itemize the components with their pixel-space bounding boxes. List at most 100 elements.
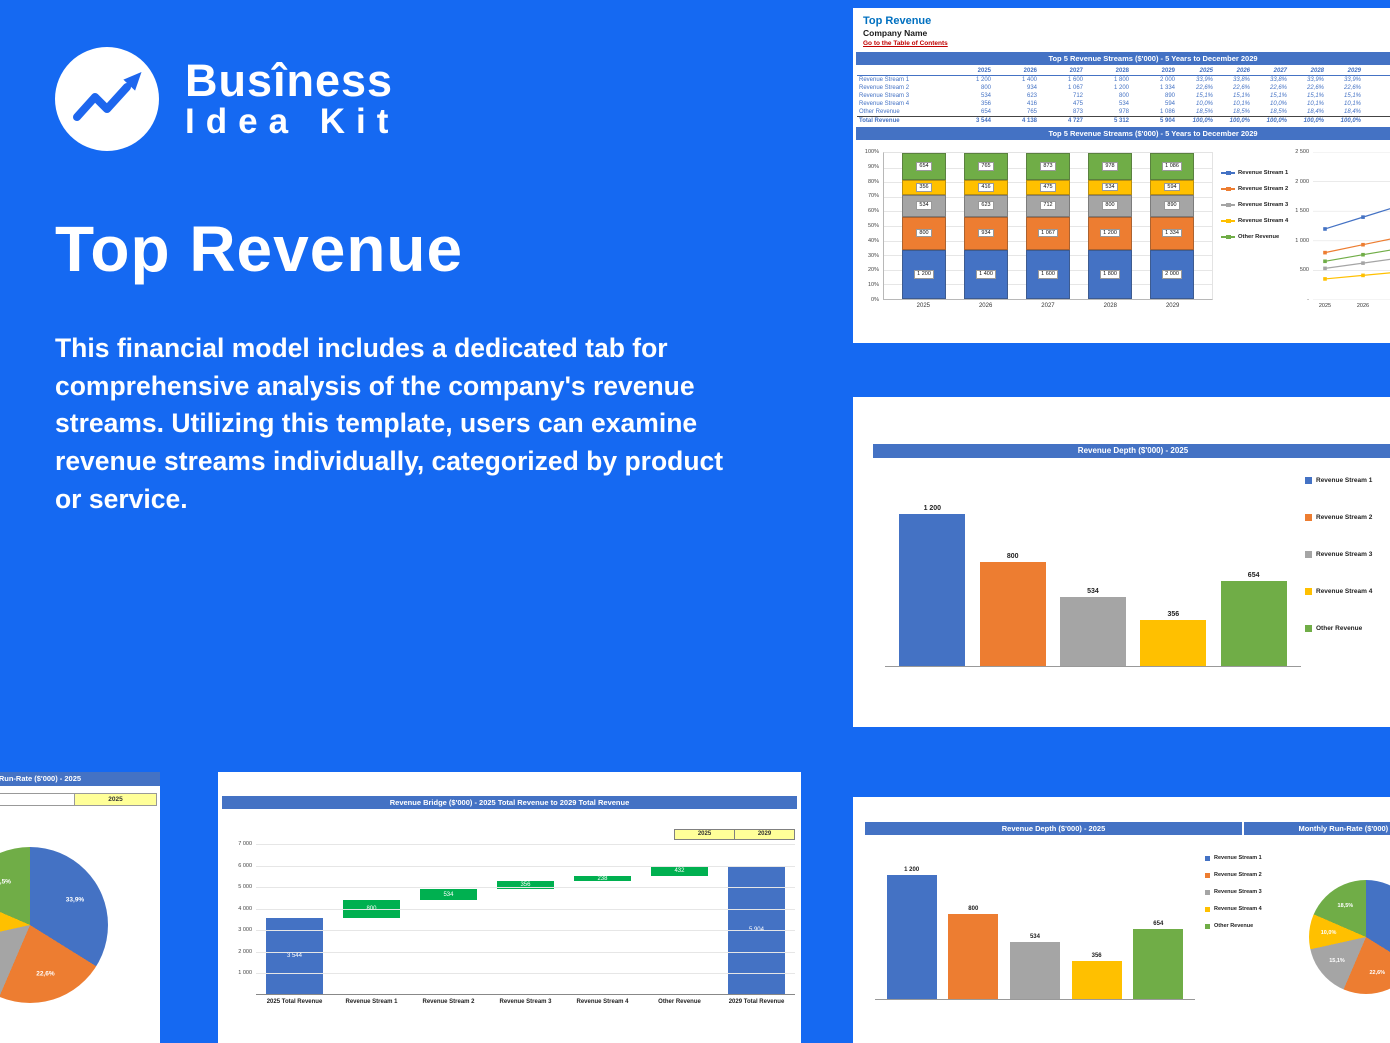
segment-value-label: 1 067	[1038, 228, 1058, 238]
depth2-bar-chart: 1 200 800 534 356 654	[875, 867, 1195, 1000]
bar-segment: 416	[964, 180, 1008, 195]
table-cell: 475	[1072, 101, 1083, 107]
stacked-chart-y-axis: 100% 90% 80% 70% 60% 50% 40% 30% 20% 10% 0%	[855, 149, 879, 303]
table-of-contents-link[interactable]: Go to the Table of Contents	[863, 40, 948, 47]
legend-marker-square	[1226, 170, 1231, 176]
legend-item: Revenue Stream 4	[1305, 588, 1372, 595]
y-tick-label: -	[1307, 297, 1309, 303]
legend-label: Revenue Stream 3	[1238, 202, 1289, 208]
y-tick-label: 4 000	[238, 905, 252, 912]
grid-line	[256, 973, 795, 975]
y-tick-label: 1 500	[1295, 208, 1309, 215]
bar	[899, 514, 966, 666]
y-tick-label: 20%	[867, 267, 879, 274]
panel-revenue-sheet: Top Revenue Company Name Go to the Table…	[853, 8, 1390, 343]
bridge-year-from[interactable]: 2025	[674, 829, 735, 840]
table-cell: 4 138	[1021, 117, 1037, 124]
bar-segment: 1 600	[1026, 249, 1070, 299]
table-cell: 18,4%	[1343, 109, 1361, 115]
depth-chart-legend: Revenue Stream 1 Revenue Stream 2 Revenue …	[1305, 477, 1372, 632]
waterfall-value-label: 356	[520, 881, 531, 888]
table-cell: 10,0%	[1195, 101, 1213, 107]
bar-segment: 934	[964, 216, 1008, 250]
legend-marker	[1221, 202, 1235, 208]
table-cell: 100,0%	[1192, 117, 1213, 124]
segment-value-label: 800	[1102, 201, 1118, 210]
bar-segment: 800	[1088, 194, 1132, 217]
bridge-waterfall-chart: 3 5448005343562384325 904	[256, 844, 795, 995]
pie-slice-label: 18,5%	[0, 878, 11, 886]
brand-logo: Busîness Idea Kit	[55, 47, 399, 151]
table-cell: 654	[980, 109, 991, 115]
legend-marker-square	[1305, 551, 1312, 558]
waterfall-bar: 3 544	[266, 917, 323, 994]
legend-marker-square	[1226, 218, 1231, 224]
stacked-bars: 1 200 800 534 356 654 1 400 934 623 416 765 1 600 1…	[884, 153, 1212, 299]
company-name: Company Name	[863, 28, 928, 38]
table-cell: 534	[980, 93, 991, 99]
y-tick-label: 2 000	[1295, 178, 1309, 185]
bridge-year-to[interactable]: 2029	[734, 829, 795, 840]
runrate2-pie-chart: 33,9%22,6%15,1%10,0%18,5%	[1309, 880, 1390, 994]
panel-revenue-bridge: Revenue Bridge ($'000) - 2025 Total Reve…	[218, 772, 801, 1043]
table-cell: 22,6%	[1269, 85, 1287, 91]
legend-marker-square	[1226, 186, 1231, 192]
x-tick-label: 2027	[1041, 303, 1055, 309]
line-series	[1324, 258, 1390, 269]
legend-label: Revenue Stream 2	[1214, 872, 1262, 878]
x-tick-label: Revenue Stream 3	[499, 999, 552, 1005]
bar	[979, 562, 1046, 666]
table-cell: 18,5%	[1232, 109, 1250, 115]
table-cell: 10,1%	[1343, 101, 1361, 107]
y-tick-label: 100%	[864, 149, 879, 155]
legend-label: Other Revenue	[1214, 923, 1254, 929]
legend-marker	[1221, 186, 1235, 192]
table-cell: 10,1%	[1306, 101, 1324, 107]
table-cell: 4 727	[1067, 117, 1083, 124]
x-tick-label: Revenue Stream 4	[576, 999, 629, 1005]
waterfall-bar: 238	[574, 876, 631, 882]
table-year-header: 2028	[1115, 68, 1129, 74]
segment-value-label: 1 200	[914, 270, 934, 279]
depth2-chart-legend: Revenue Stream 1 Revenue Stream 2 Revenue …	[1205, 855, 1262, 929]
segment-value-label: 800	[916, 228, 932, 238]
bar	[1220, 581, 1287, 666]
table-cell: 1 086	[1159, 109, 1175, 115]
table-cell: 18,4%	[1306, 109, 1324, 115]
x-tick-label: Revenue Stream 2	[422, 999, 475, 1005]
table-year-header: 2026	[1023, 68, 1037, 74]
bar-segment: 356	[902, 179, 946, 195]
bar-segment: 978	[1088, 153, 1132, 180]
bar-segment: 800	[902, 216, 946, 250]
table-cell: 1 600	[1067, 77, 1083, 83]
x-tick-label: 2025	[1318, 303, 1332, 309]
year-selector-value[interactable]: 2025	[74, 794, 156, 805]
table-row: Revenue Stream 1 1 200 1 400 1 600 1 800 2 00…	[857, 76, 1390, 84]
bar-group: 800	[979, 505, 1046, 666]
bridge-y-axis: 7 000 6 000 5 000 4 000 3 000 2 000 1 000	[224, 841, 252, 995]
bar-value-label: 534	[1087, 587, 1099, 595]
bridge-x-axis: 2025 Total Revenue Revenue Stream 1 Revenu…	[256, 999, 795, 1006]
bar	[1133, 929, 1184, 999]
legend-marker-square	[1205, 855, 1210, 861]
table-year-header-pct: 2028	[1310, 68, 1324, 74]
stacked-bar-column: 1 200 800 534 356 654	[902, 153, 946, 299]
logo-circle	[55, 47, 159, 151]
segment-value-label: 1 086	[1162, 162, 1182, 171]
table-cell: 712	[1072, 93, 1083, 99]
stacked-bar-column: 2 000 1 334 890 594 1 086	[1150, 153, 1194, 299]
bridge-header-bar: Revenue Bridge ($'000) - 2025 Total Reve…	[222, 796, 797, 809]
y-tick-label: 2 500	[1295, 149, 1309, 155]
legend-label: Revenue Stream 2	[1316, 514, 1373, 521]
table-cell: 5 904	[1159, 117, 1175, 124]
waterfall-column: 238	[564, 844, 641, 994]
x-tick-label: 2028	[1103, 303, 1117, 309]
legend-marker-square	[1226, 202, 1231, 208]
segment-value-label: 594	[1164, 182, 1180, 192]
segment-value-label: 534	[916, 201, 932, 210]
waterfall-value-label: 3 544	[286, 952, 302, 959]
bar-group: 534	[1009, 867, 1060, 999]
bar-value-label: 356	[1091, 953, 1102, 960]
x-tick-label: 2029	[1165, 303, 1180, 309]
